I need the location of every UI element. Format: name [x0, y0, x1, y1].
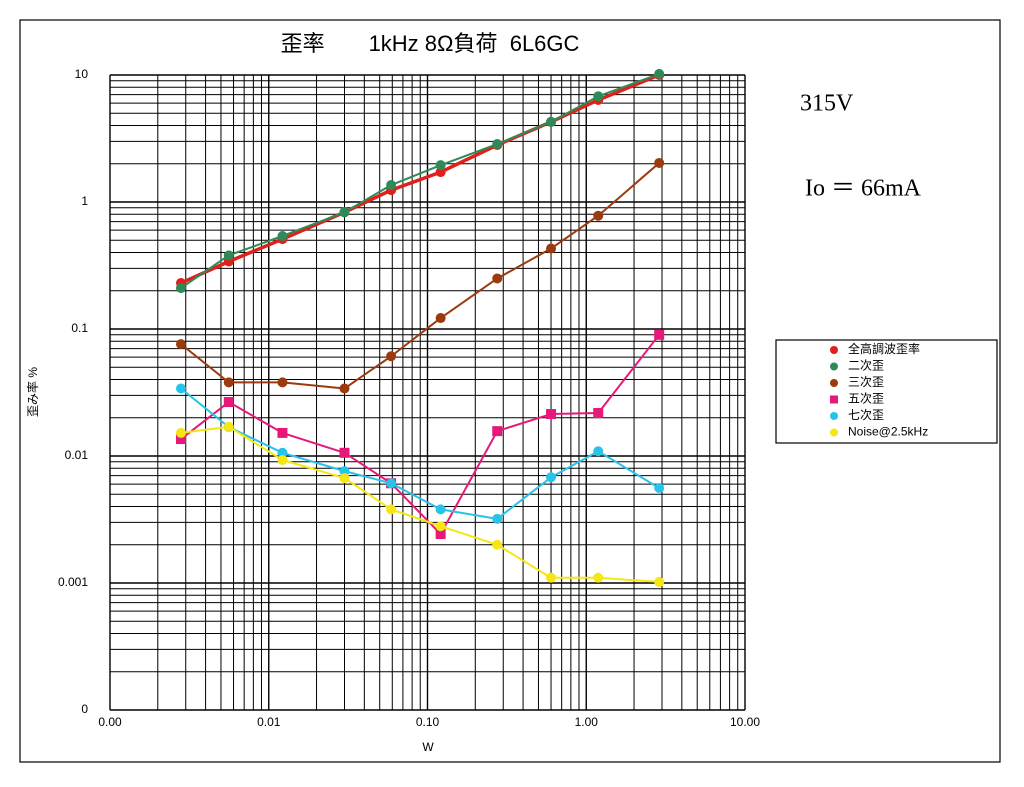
marker — [339, 447, 350, 458]
marker — [339, 473, 350, 484]
series-line — [180, 334, 660, 536]
marker — [492, 426, 503, 437]
marker — [339, 383, 350, 394]
marker — [546, 409, 557, 420]
marker — [492, 513, 503, 524]
y-tick-label: 1 — [81, 194, 88, 208]
x-tick-label: 1.00 — [575, 715, 599, 729]
y-tick-label: 0 — [81, 702, 88, 716]
marker — [435, 160, 446, 171]
y-tick-label: 10 — [75, 67, 89, 81]
marker — [339, 466, 350, 477]
legend-label: Noise@2.5kHz — [848, 425, 928, 439]
marker — [435, 313, 446, 324]
marker — [175, 427, 186, 438]
marker — [277, 377, 288, 388]
marker — [654, 329, 665, 340]
legend — [775, 339, 998, 444]
legend-marker — [830, 379, 838, 387]
marker — [654, 576, 665, 587]
marker — [175, 434, 186, 445]
marker — [223, 421, 234, 432]
marker — [277, 230, 288, 241]
chart-title: 歪率 1kHz 8Ω負荷 6L6GC — [281, 31, 580, 56]
series-line — [180, 162, 660, 390]
marker — [435, 167, 446, 178]
marker — [175, 283, 186, 294]
series-line — [180, 425, 660, 583]
marker — [593, 408, 604, 419]
marker — [386, 478, 397, 489]
marker — [546, 572, 557, 583]
marker — [492, 539, 503, 550]
legend-label: 三次歪 — [848, 375, 884, 389]
y-tick-label: 0.01 — [65, 448, 89, 462]
marker — [277, 455, 288, 466]
x-tick-label: 0.01 — [257, 715, 281, 729]
x-tick-label: 0.10 — [416, 715, 440, 729]
marker — [593, 210, 604, 221]
marker — [435, 504, 446, 515]
marker — [492, 273, 503, 284]
legend-marker — [830, 395, 838, 404]
marker — [546, 472, 557, 483]
legend-label: 七次歪 — [848, 408, 884, 422]
marker — [223, 377, 234, 388]
y-tick-label: 0.1 — [71, 321, 88, 335]
y-axis-label: 歪み率 % — [25, 367, 40, 417]
legend-marker — [830, 428, 838, 437]
marker — [277, 447, 288, 458]
series-line — [180, 387, 660, 520]
legend-label: 二次歪 — [848, 359, 884, 373]
marker — [546, 243, 557, 254]
marker — [435, 521, 446, 532]
y-tick-label: 0.001 — [58, 575, 88, 589]
marker — [492, 139, 503, 150]
legend-marker — [830, 362, 838, 371]
marker — [386, 351, 397, 362]
marker — [654, 68, 665, 79]
marker — [223, 250, 234, 261]
legend-label: 全高調波歪率 — [848, 341, 920, 356]
marker — [175, 383, 186, 394]
x-tick-label: 0.00 — [98, 715, 122, 729]
marker — [175, 339, 186, 350]
annotation: 315V — [800, 91, 854, 117]
annotation: Io ＝ 66mA — [805, 176, 922, 202]
legend-label: 五次歪 — [848, 392, 884, 406]
marker — [593, 446, 604, 457]
marker — [546, 116, 557, 127]
marker — [386, 504, 397, 515]
marker — [654, 482, 665, 493]
frame — [19, 19, 1001, 763]
legend-marker — [830, 412, 838, 420]
marker — [223, 397, 234, 408]
series-line — [180, 72, 660, 289]
series-line — [180, 73, 660, 285]
marker — [435, 529, 446, 540]
marker — [339, 207, 350, 218]
marker — [386, 180, 397, 191]
marker — [593, 572, 604, 583]
marker — [654, 157, 665, 168]
x-axis-label: W — [422, 740, 434, 754]
x-tick-label: 10.00 — [730, 715, 760, 729]
marker — [593, 91, 604, 102]
legend-marker — [830, 346, 838, 354]
marker — [277, 427, 288, 438]
